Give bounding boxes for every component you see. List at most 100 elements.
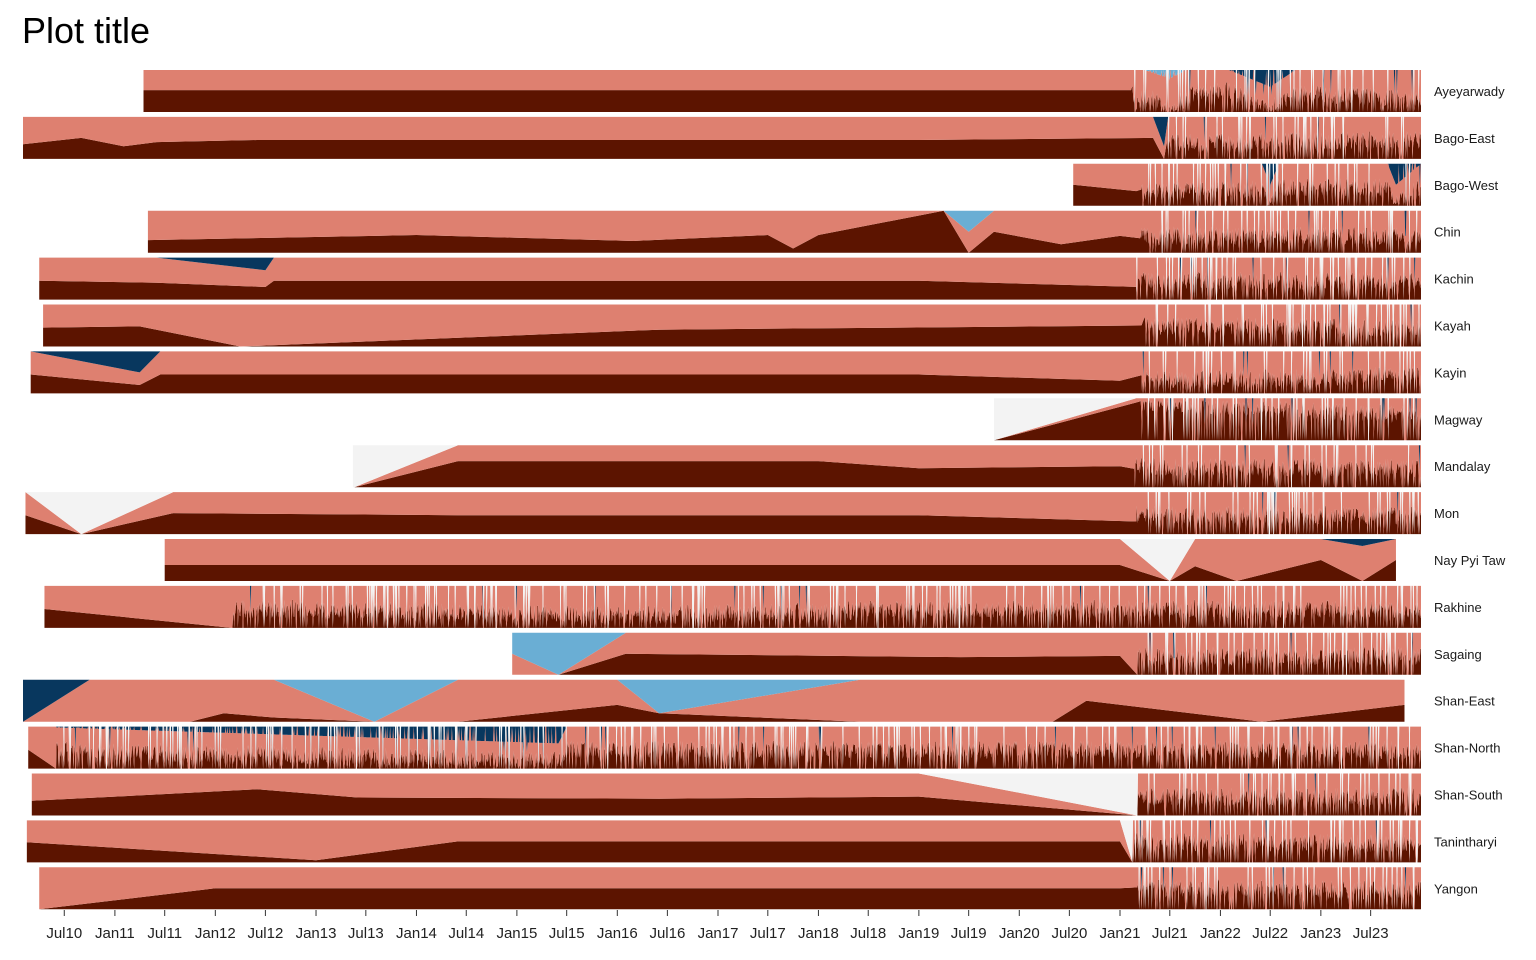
area-shan-east-light-blue xyxy=(23,679,1405,722)
area-nay-pyi-taw-dark-red xyxy=(164,560,1396,581)
x-tick-label: Jul14 xyxy=(448,925,484,942)
area-tanintharyi-dark-red xyxy=(26,832,1422,863)
x-tick-label: Jan21 xyxy=(1100,925,1141,942)
facet-rakhine xyxy=(44,585,1422,628)
area-sagaing-light-grey xyxy=(512,632,1421,675)
x-tick-label: Jan14 xyxy=(396,925,437,942)
strip-label-kachin: Kachin xyxy=(1434,272,1474,287)
area-magway-light-grey xyxy=(993,398,1421,441)
x-tick-label: Jan17 xyxy=(698,925,739,942)
x-tick-label: Jan16 xyxy=(597,925,638,942)
facet-tanintharyi xyxy=(26,820,1422,863)
area-ayeyarwady-dark-red xyxy=(143,82,1421,112)
area-rakhine-salmon xyxy=(44,585,1422,628)
strip-label-chin: Chin xyxy=(1434,225,1461,240)
area-mandalay-salmon xyxy=(352,445,1421,488)
x-tick-label: Jul10 xyxy=(46,925,82,942)
area-tanintharyi-salmon xyxy=(26,820,1422,863)
x-tick-label: Jul12 xyxy=(247,925,283,942)
facet-ayeyarwady xyxy=(143,70,1421,112)
area-magway-salmon xyxy=(993,398,1421,441)
area-rakhine-light-grey xyxy=(44,585,1422,628)
strip-label-yangon: Yangon xyxy=(1434,881,1478,896)
area-magway-dark-red xyxy=(993,400,1421,441)
area-shan-east-salmon xyxy=(23,679,1405,722)
area-shan-north-dark-red xyxy=(28,740,1422,769)
area-chin-salmon xyxy=(147,210,1421,253)
x-tick-label: Jul18 xyxy=(850,925,886,942)
strip-label-mon: Mon xyxy=(1434,506,1459,521)
area-mon-salmon xyxy=(25,492,1422,535)
x-tick-label: Jul23 xyxy=(1353,925,1389,942)
facet-shan-north xyxy=(28,726,1422,769)
area-sagaing-dark-red xyxy=(512,646,1421,675)
x-tick-label: Jul19 xyxy=(951,925,987,942)
x-tick-label: Jan12 xyxy=(195,925,236,942)
facet-nay-pyi-taw xyxy=(164,539,1396,581)
area-ayeyarwady-salmon xyxy=(143,70,1421,112)
area-shan-north-dark-blue xyxy=(28,726,1422,769)
strip-label-sagaing: Sagaing xyxy=(1434,647,1482,662)
facet-magway xyxy=(993,398,1421,441)
area-mandalay-dark-red xyxy=(352,457,1421,488)
strip-label-shan-south: Shan-South xyxy=(1434,788,1503,803)
area-mon-dark-red xyxy=(25,505,1422,535)
area-bago-west-salmon xyxy=(1073,163,1421,206)
area-shan-south-dark-red xyxy=(31,787,1421,816)
area-nay-pyi-taw-salmon xyxy=(164,539,1396,581)
strip-label-mandalay: Mandalay xyxy=(1434,459,1491,474)
area-shan-south-light-grey xyxy=(31,773,1421,816)
x-tick-label: Jan23 xyxy=(1300,925,1341,942)
area-sagaing-light-blue xyxy=(512,632,1421,675)
x-tick-label: Jul17 xyxy=(750,925,786,942)
strip-label-ayeyarwady: Ayeyarwady xyxy=(1434,84,1505,99)
x-tick-label: Jan22 xyxy=(1200,925,1241,942)
area-bago-west-dark-red xyxy=(1073,177,1421,206)
x-tick-label: Jul11 xyxy=(147,925,182,942)
area-kachin-salmon xyxy=(39,257,1422,300)
area-bago-west-light-grey xyxy=(1073,163,1421,206)
x-tick-label: Jul20 xyxy=(1051,925,1087,942)
area-kayah-salmon xyxy=(43,304,1422,347)
strip-label-kayah: Kayah xyxy=(1434,319,1471,334)
facet-mandalay xyxy=(352,445,1421,488)
area-nay-pyi-taw-light-grey xyxy=(164,539,1396,581)
x-tick-label: Jan15 xyxy=(496,925,537,942)
x-tick-label: Jan20 xyxy=(999,925,1040,942)
area-chin-light-grey xyxy=(147,210,1421,253)
x-tick-label: Jul16 xyxy=(649,925,685,942)
strip-label-shan-north: Shan-North xyxy=(1434,741,1500,756)
strip-label-bago-west: Bago-West xyxy=(1434,178,1498,193)
x-tick-label: Jan13 xyxy=(296,925,337,942)
strip-label-nay-pyi-taw: Nay Pyi Taw xyxy=(1434,553,1506,568)
facet-shan-east xyxy=(23,679,1405,722)
area-rakhine-dark-red xyxy=(44,599,1422,628)
facet-kayin xyxy=(30,351,1422,394)
x-tick-label: Jan18 xyxy=(798,925,839,942)
area-yangon-dark-blue xyxy=(39,867,1422,910)
x-tick-label: Jul15 xyxy=(549,925,585,942)
x-tick-label: Jul13 xyxy=(348,925,384,942)
area-yangon-dark-red xyxy=(39,879,1422,910)
strip-label-kayin: Kayin xyxy=(1434,365,1467,380)
x-tick-label: Jul22 xyxy=(1252,925,1288,942)
area-shan-east-dark-red xyxy=(23,700,1405,722)
area-kayin-dark-red xyxy=(30,365,1422,394)
facet-kachin xyxy=(39,257,1422,300)
area-bago-east-salmon xyxy=(23,116,1421,159)
area-kayin-salmon xyxy=(30,351,1422,394)
facet-bago-west xyxy=(1073,163,1421,206)
area-chin-dark-red xyxy=(147,210,1421,253)
facet-bago-east xyxy=(23,116,1421,159)
area-bago-west-dark-blue xyxy=(1073,163,1421,206)
facet-shan-south xyxy=(31,773,1421,816)
area-kachin-dark-red xyxy=(39,271,1422,300)
facet-chin xyxy=(147,210,1421,253)
strip-label-shan-east: Shan-East xyxy=(1434,694,1495,709)
strip-label-tanintharyi: Tanintharyi xyxy=(1434,834,1497,849)
area-tanintharyi-light-grey xyxy=(26,820,1422,863)
area-kayah-dark-red xyxy=(43,316,1422,347)
strip-label-bago-east: Bago-East xyxy=(1434,131,1495,146)
plot-title: Plot title xyxy=(22,10,151,51)
